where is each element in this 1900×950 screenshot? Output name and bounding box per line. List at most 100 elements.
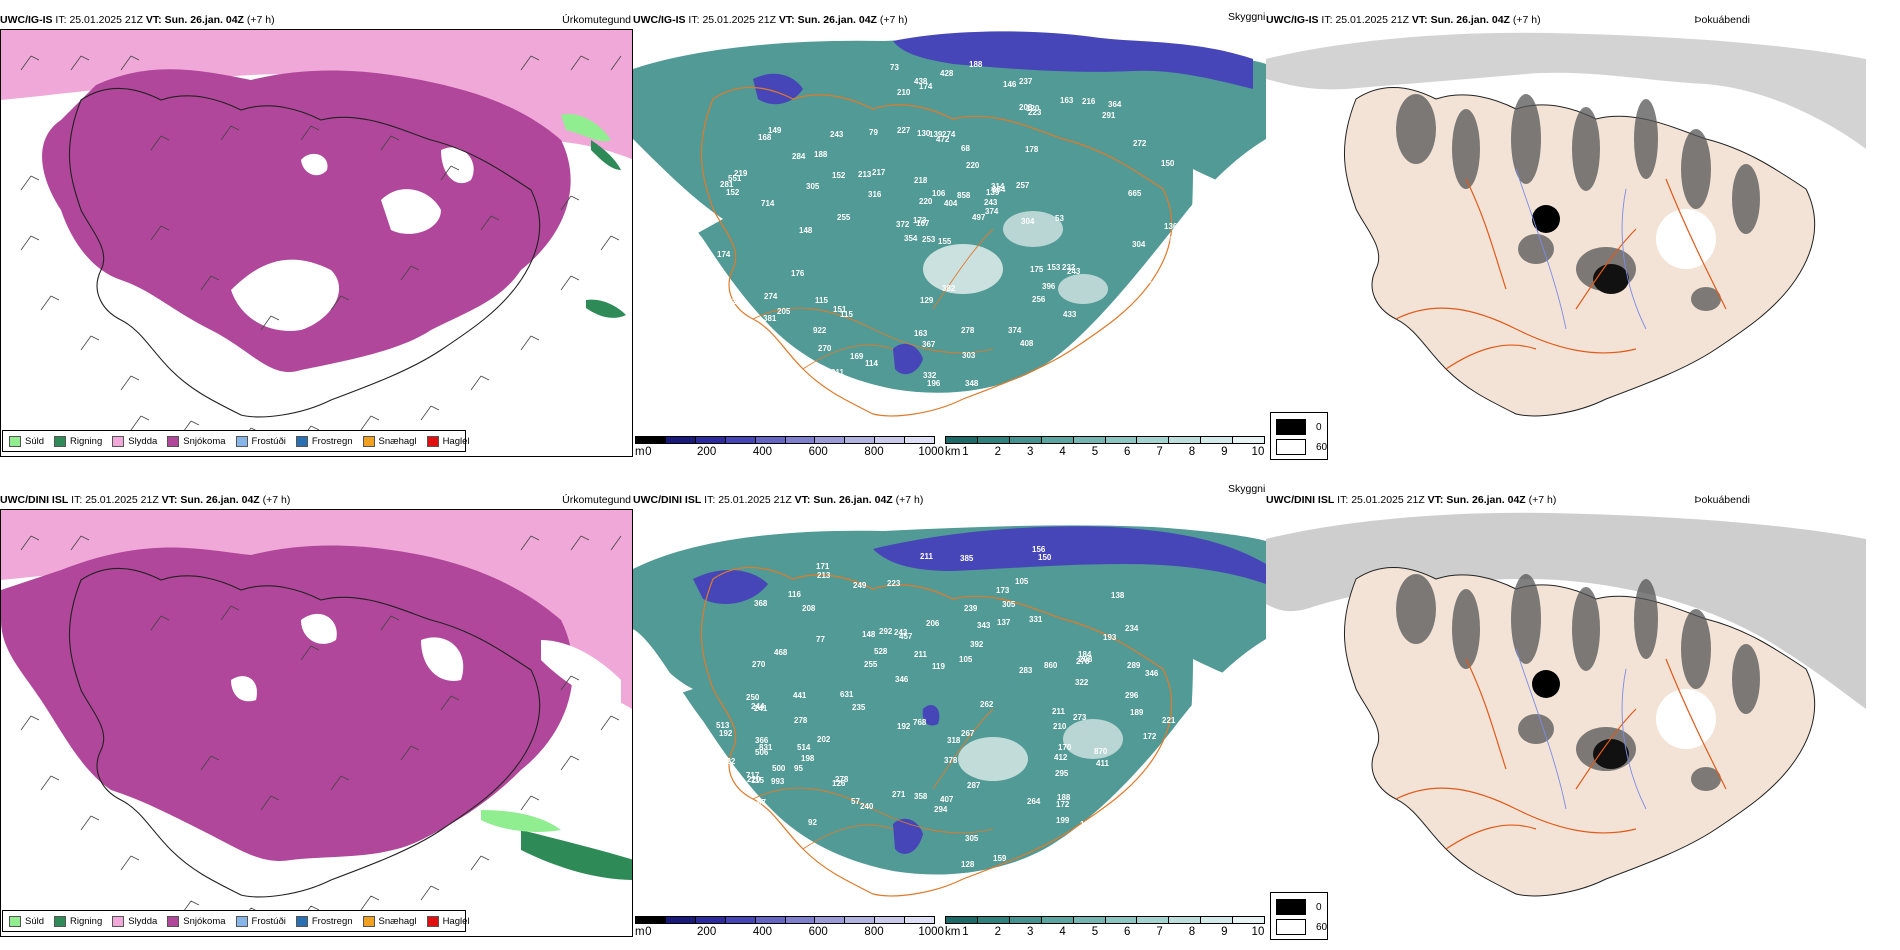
wind-barbs bbox=[20, 535, 622, 923]
panel-header: UWC/IG-IS IT: 25.01.2025 21Z VT: Sun. 26… bbox=[633, 11, 1266, 29]
cloudbase-value: 155 bbox=[938, 237, 952, 246]
model-name: UWC/IG-IS bbox=[1266, 14, 1319, 26]
cloudbase-value: 404 bbox=[944, 199, 958, 208]
row2-cloudbase-panel: UWC/DINI ISL IT: 25.01.2025 21Z VT: Sun.… bbox=[633, 483, 1266, 945]
colorbar-segment bbox=[815, 917, 846, 923]
cloudbase-value: 211 bbox=[831, 368, 844, 377]
cloudbase-unit: m bbox=[635, 446, 645, 458]
cloudbase-value: 368 bbox=[754, 599, 768, 608]
cloudbase-value: 513 bbox=[716, 721, 730, 730]
ptype-legend-swatch bbox=[362, 435, 375, 447]
visibility-colorbar-swatches bbox=[945, 916, 1265, 924]
colorbar-segment bbox=[977, 917, 1010, 923]
cloudbase-value: 220 bbox=[919, 197, 933, 206]
cloudbase-value: 173 bbox=[913, 216, 927, 225]
it-label: IT: bbox=[55, 14, 67, 26]
cloudbase-value: 136 bbox=[1164, 222, 1178, 231]
cloudbase-value: 384 bbox=[992, 185, 1006, 194]
cloudbase-value: 125 bbox=[1166, 754, 1180, 763]
cloudbase-value: 284 bbox=[792, 152, 806, 161]
cloudbase-value: 57 bbox=[851, 797, 860, 806]
cloudbase-value: 106 bbox=[932, 189, 946, 198]
cloudbase-value: 126 bbox=[832, 779, 846, 788]
cloudbase-value: 714 bbox=[761, 199, 775, 208]
cloudbase-value: 528 bbox=[874, 647, 888, 656]
colorbar-tick: 600 bbox=[808, 446, 828, 458]
cloudbase-value: 274 bbox=[942, 130, 956, 139]
cloudbase-map: 155 168 167 139 115 237 274 120 497 714 354 178 130 2… bbox=[633, 29, 1266, 419]
cloudbase-value: 858 bbox=[957, 191, 971, 200]
panel-header: UWC/IG-IS IT: 25.01.2025 21Z VT: Sun. 26… bbox=[0, 11, 633, 29]
ptype-legend-item: Rigning bbox=[54, 435, 102, 447]
ptype-legend-item: Slydda bbox=[112, 435, 157, 447]
cloudbase-value: 322 bbox=[1075, 678, 1089, 687]
fog-mountain-shading bbox=[1396, 574, 1760, 791]
cloudbase-value: 243 bbox=[894, 628, 908, 637]
colorbar-segment bbox=[875, 437, 906, 443]
cloudbase-value: 278 bbox=[961, 326, 975, 335]
cloudbase-value: 139 bbox=[986, 188, 1000, 197]
cloudbase-value: 428 bbox=[940, 69, 954, 78]
panel-title: Þokuábendi bbox=[1694, 14, 1750, 26]
cloudbase-value: 128 bbox=[961, 860, 975, 869]
ptype-legend-label: Frostregn bbox=[311, 915, 353, 927]
cloudbase-value: 214 bbox=[1138, 276, 1152, 285]
cloudbase-value: 354 bbox=[904, 234, 918, 243]
vt-label: VT: bbox=[794, 494, 811, 506]
ptype-legend: Súld Rigning Slydda Snjókoma Frostúði Frostre… bbox=[2, 430, 470, 452]
cloudbase-colorbar: m 0 200 400 600 800 1000 bbox=[635, 436, 944, 466]
colorbar-segment bbox=[905, 437, 935, 443]
cloudbase-value: 172 bbox=[1056, 800, 1070, 809]
panel-title: Úrkomutegund bbox=[562, 14, 631, 26]
cloudbase-value: 211 bbox=[920, 552, 933, 561]
fog-map bbox=[1266, 509, 1900, 909]
cloudbase-value: 189 bbox=[1130, 708, 1144, 717]
colorbar-segment bbox=[905, 917, 935, 923]
cloudbase-value: 73 bbox=[890, 63, 899, 72]
colorbar-segment bbox=[1169, 917, 1202, 923]
visibility-colorbar-swatches bbox=[945, 436, 1265, 444]
cloudbase-ticks: 0 200 400 600 800 1000 bbox=[635, 926, 944, 940]
cloudbase-value: 372 bbox=[896, 220, 910, 229]
cloudbase-value: 408 bbox=[1020, 339, 1034, 348]
panel-header: UWC/IG-IS IT: 25.01.2025 21Z VT: Sun. 26… bbox=[1266, 11, 1900, 29]
cloudbase-value: 156 bbox=[1032, 545, 1046, 554]
cloudbase-value: 167 bbox=[916, 219, 930, 228]
cloudbase-value: 213 bbox=[817, 571, 831, 580]
row1-ptype-panel: UWC/IG-IS IT: 25.01.2025 21Z VT: Sun. 26… bbox=[0, 11, 633, 465]
ptype-legend-label: Súld bbox=[25, 915, 45, 927]
cloudbase-value: 174 bbox=[717, 250, 731, 259]
panel-header: UWC/DINI ISL IT: 25.01.2025 21Z VT: Sun.… bbox=[1266, 491, 1900, 509]
ptype-legend-item: Slydda bbox=[112, 915, 157, 927]
cloudbase-value: 188 bbox=[814, 150, 828, 159]
it-value: 25.01.2025 21Z bbox=[702, 14, 776, 26]
colorbar-segment bbox=[1073, 917, 1106, 923]
fog-legend-light-label: 60 bbox=[1316, 921, 1328, 933]
cloudbase-value: 250 bbox=[746, 693, 760, 702]
model-name: UWC/IG-IS bbox=[633, 14, 686, 26]
colorbar-segment bbox=[755, 917, 786, 923]
cloudbase-value: 243 bbox=[984, 198, 998, 207]
colorbar-tick: 10 bbox=[1251, 446, 1265, 458]
colorbar-segment bbox=[1009, 437, 1042, 443]
colorbar-segment bbox=[1105, 437, 1138, 443]
colorbar-segment bbox=[977, 437, 1010, 443]
it-value: 25.01.2025 21Z bbox=[1351, 494, 1425, 506]
cloudbase-value: 367 bbox=[922, 340, 936, 349]
cloudbase-value: 304 bbox=[1132, 240, 1146, 249]
fog-legend-light-label: 60 bbox=[1316, 441, 1328, 453]
cloudbase-value: 243 bbox=[830, 130, 844, 139]
ptype-legend-swatch bbox=[112, 435, 125, 447]
cloudbase-value: 831 bbox=[759, 743, 773, 752]
cloudbase-value: 631 bbox=[840, 690, 854, 699]
cloudbase-value: 149 bbox=[768, 126, 782, 135]
cloudbase-value: 256 bbox=[1032, 295, 1046, 304]
colorbar-tick: 2 bbox=[994, 926, 1002, 938]
colorbar-segment bbox=[1201, 917, 1234, 923]
lead-time: (+7 h) bbox=[879, 14, 908, 26]
cloudbase-value: 216 bbox=[1082, 97, 1096, 106]
cloudbase-value: 292 bbox=[879, 627, 893, 636]
colorbar-tick: 800 bbox=[864, 446, 884, 458]
lead-time: (+7 h) bbox=[895, 494, 924, 506]
colorbar-tick: 400 bbox=[752, 926, 773, 938]
